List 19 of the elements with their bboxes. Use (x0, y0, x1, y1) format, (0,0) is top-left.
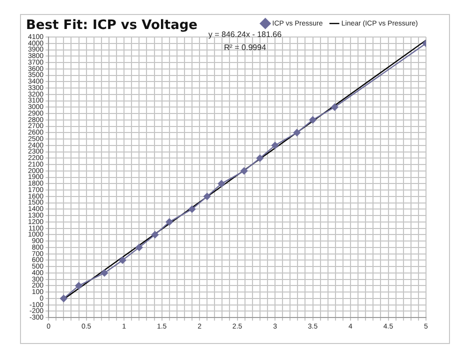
point (331, 104, 338, 111)
point (256, 154, 264, 162)
chart-title: Best Fit: ICP vs Voltage (26, 18, 198, 33)
annotation: R² = 0.9994 (222, 42, 268, 54)
point (203, 192, 211, 200)
point (60, 294, 68, 302)
point (218, 180, 226, 188)
point (151, 231, 159, 238)
point (188, 206, 196, 213)
point (166, 218, 173, 226)
point (271, 142, 279, 150)
point (100, 269, 108, 277)
annotation: y = 846.24x - 181.66 (208, 30, 282, 39)
point (240, 167, 248, 175)
point (136, 244, 143, 252)
point (293, 129, 301, 136)
point (118, 256, 126, 264)
point (75, 282, 82, 290)
point (309, 116, 316, 124)
